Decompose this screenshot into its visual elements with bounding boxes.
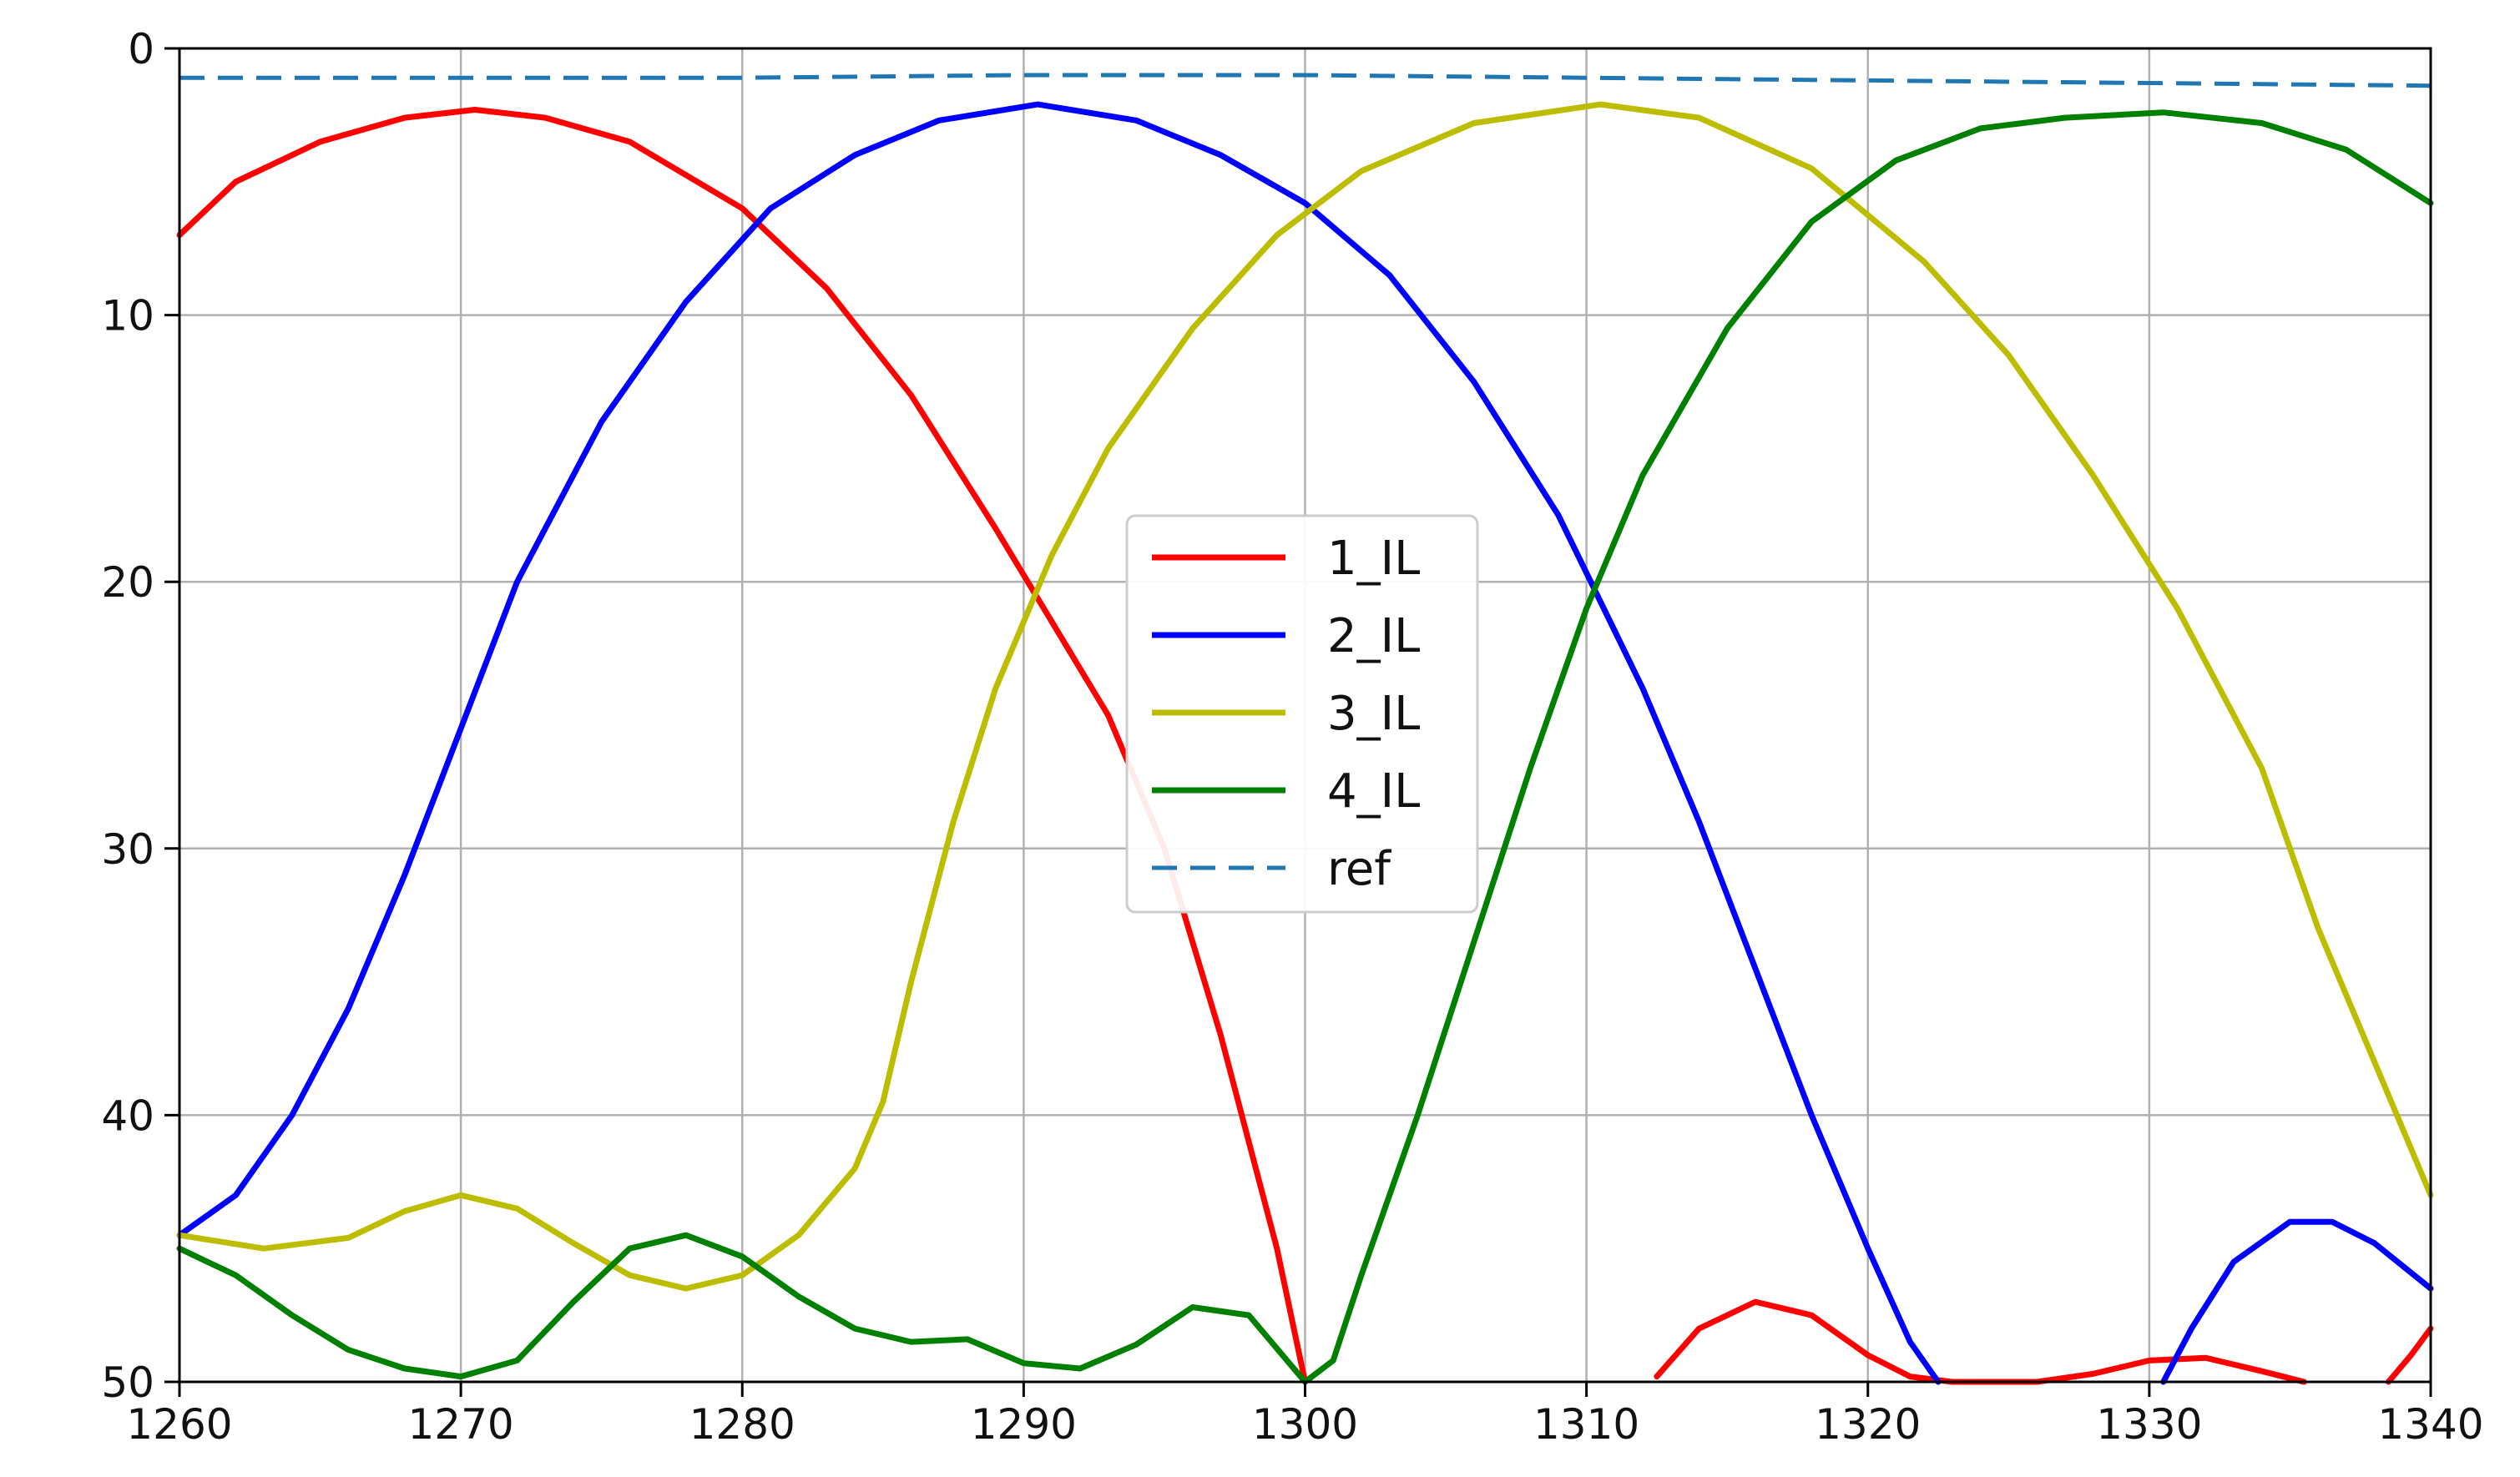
x-tick-label: 1300 [1252, 1400, 1358, 1449]
x-tick-label: 1260 [126, 1400, 232, 1449]
legend-label: ref [1327, 842, 1391, 896]
x-tick-label: 1320 [1815, 1400, 1921, 1449]
y-tick-label: 40 [101, 1091, 154, 1140]
y-tick-label: 50 [101, 1359, 154, 1407]
y-tick-label: 0 [128, 25, 154, 73]
x-tick-label: 1290 [971, 1400, 1077, 1449]
x-tick-label: 1280 [689, 1400, 795, 1449]
x-tick-label: 1340 [2377, 1400, 2483, 1449]
x-tick-label: 1330 [2096, 1400, 2202, 1449]
legend-label: 3_IL [1327, 687, 1420, 741]
y-tick-label: 10 [101, 292, 154, 340]
y-tick-label: 20 [101, 558, 154, 607]
y-tick-label: 30 [101, 825, 154, 874]
legend-label: 4_IL [1327, 764, 1420, 819]
legend-label: 2_IL [1327, 609, 1420, 663]
x-tick-label: 1270 [408, 1400, 514, 1449]
legend-label: 1_IL [1327, 532, 1420, 586]
x-tick-label: 1310 [1533, 1400, 1639, 1449]
